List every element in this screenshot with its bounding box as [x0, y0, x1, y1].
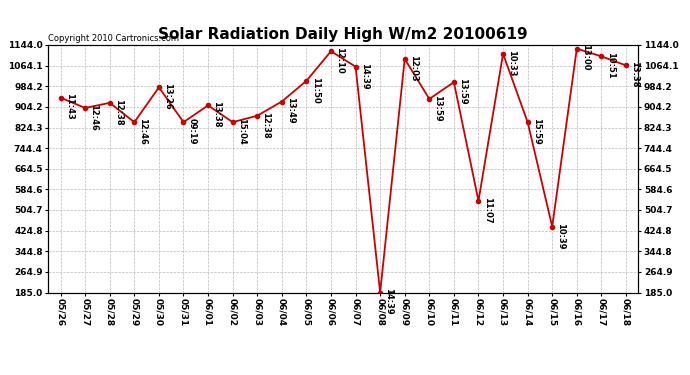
Text: 15:04: 15:04	[237, 118, 246, 145]
Text: Copyright 2010 Cartronics.com: Copyright 2010 Cartronics.com	[48, 33, 179, 42]
Text: 10:39: 10:39	[556, 222, 565, 249]
Text: 12:46: 12:46	[89, 104, 99, 130]
Text: 12:46: 12:46	[139, 118, 148, 145]
Text: 12:38: 12:38	[262, 111, 270, 138]
Text: 12:03: 12:03	[409, 55, 418, 81]
Text: 12:10: 12:10	[335, 47, 344, 74]
Text: 13:26: 13:26	[163, 83, 172, 110]
Title: Solar Radiation Daily High W/m2 20100619: Solar Radiation Daily High W/m2 20100619	[159, 27, 528, 42]
Text: 13:38: 13:38	[213, 101, 221, 128]
Text: 15:59: 15:59	[532, 118, 541, 145]
Text: 14:39: 14:39	[384, 288, 393, 315]
Text: 14:39: 14:39	[359, 63, 368, 89]
Text: 13:59: 13:59	[433, 95, 442, 122]
Text: 13:00: 13:00	[581, 45, 590, 71]
Text: 11:07: 11:07	[482, 197, 492, 223]
Text: 11:50: 11:50	[310, 77, 319, 104]
Text: 13:49: 13:49	[286, 98, 295, 124]
Text: 10:51: 10:51	[606, 52, 615, 79]
Text: 12:38: 12:38	[114, 99, 123, 125]
Text: 09:19: 09:19	[188, 118, 197, 144]
Text: 13:59: 13:59	[458, 78, 467, 105]
Text: 10:33: 10:33	[507, 50, 516, 76]
Text: 13:38: 13:38	[630, 61, 639, 88]
Text: 11:43: 11:43	[65, 93, 74, 120]
